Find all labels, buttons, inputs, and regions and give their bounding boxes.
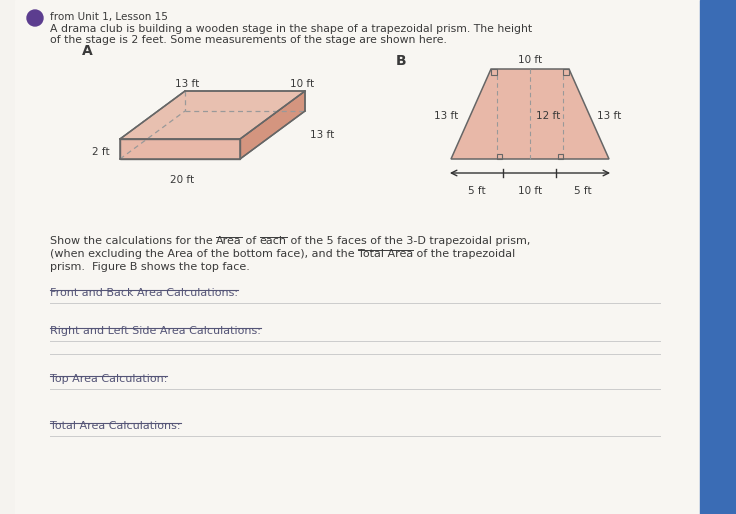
Text: Total Area: Total Area <box>358 249 414 259</box>
Text: 5 ft: 5 ft <box>574 186 592 196</box>
Text: A: A <box>82 44 93 58</box>
Bar <box>700 0 736 514</box>
Text: 20 ft: 20 ft <box>170 175 194 185</box>
Text: 13 ft: 13 ft <box>310 130 334 140</box>
Text: 13 ft: 13 ft <box>434 111 458 121</box>
Text: A drama club is building a wooden stage in the shape of a trapezoidal prism. The: A drama club is building a wooden stage … <box>50 24 532 34</box>
Text: 2 ft: 2 ft <box>92 147 110 157</box>
Text: 13 ft: 13 ft <box>597 111 621 121</box>
Text: 10 ft: 10 ft <box>290 79 314 89</box>
Text: of the 5 faces of the 3-D trapezoidal prism,: of the 5 faces of the 3-D trapezoidal pr… <box>287 236 530 246</box>
Text: (when excluding the Area of the bottom face), and the: (when excluding the Area of the bottom f… <box>50 249 358 259</box>
Text: 12 ft: 12 ft <box>536 111 560 121</box>
Text: B: B <box>396 54 406 68</box>
Text: prism.  Figure B shows the top face.: prism. Figure B shows the top face. <box>50 262 250 272</box>
Polygon shape <box>120 139 240 159</box>
Text: Show the calculations for the: Show the calculations for the <box>50 236 216 246</box>
Text: Area: Area <box>216 236 242 246</box>
Circle shape <box>27 10 43 26</box>
Text: 13 ft: 13 ft <box>175 79 199 89</box>
Text: 10 ft: 10 ft <box>518 186 542 196</box>
Polygon shape <box>451 69 609 159</box>
Text: from Unit 1, Lesson 15: from Unit 1, Lesson 15 <box>50 12 168 22</box>
Text: Right and Left Side Area Calculations:: Right and Left Side Area Calculations: <box>50 326 261 336</box>
Text: of the trapezoidal: of the trapezoidal <box>414 249 516 259</box>
Text: of: of <box>242 236 260 246</box>
Text: Total Area Calculations:: Total Area Calculations: <box>50 421 180 431</box>
Text: each: each <box>260 236 287 246</box>
Text: of the stage is 2 feet. Some measurements of the stage are shown here.: of the stage is 2 feet. Some measurement… <box>50 35 447 45</box>
Text: 5 ft: 5 ft <box>468 186 486 196</box>
Text: Top Area Calculation:: Top Area Calculation: <box>50 374 167 384</box>
Text: Front and Back Area Calculations:: Front and Back Area Calculations: <box>50 288 238 298</box>
Polygon shape <box>240 91 305 159</box>
Text: 10 ft: 10 ft <box>518 55 542 65</box>
Polygon shape <box>120 91 305 139</box>
